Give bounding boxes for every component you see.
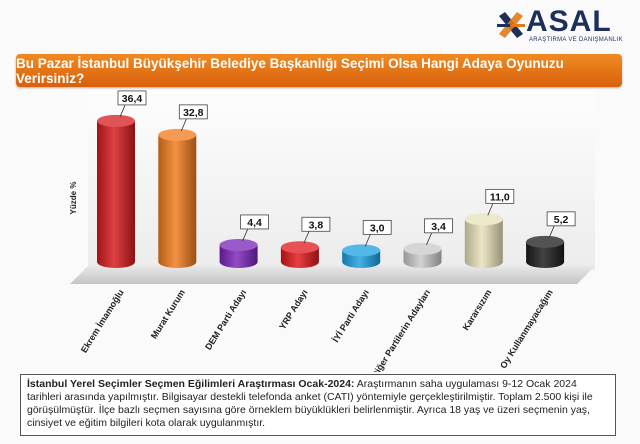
bar [280, 241, 319, 268]
bar-body [158, 134, 197, 268]
bar [403, 242, 442, 268]
bar [526, 235, 565, 268]
category-label: Oy Kullanmayacağım [498, 288, 555, 371]
data-label-box [178, 104, 208, 120]
bar-top [526, 235, 565, 248]
category-label: DEM Parti Adayı [203, 288, 248, 352]
data-label-box [301, 216, 331, 232]
data-label-box [485, 188, 515, 204]
data-label: 3,0 [362, 219, 392, 247]
bar-top [219, 238, 258, 251]
chart-floor [70, 266, 595, 284]
bar-body [464, 219, 503, 268]
data-label-text: 3,0 [370, 222, 385, 234]
data-label-text: 5,2 [554, 214, 569, 226]
category-label: Ekrem İmamoğlu [79, 288, 126, 355]
bar-top [464, 213, 503, 226]
bar-top [97, 114, 135, 127]
data-label-box [117, 90, 147, 106]
data-label: 3,4 [424, 218, 453, 245]
data-label-text: 4,4 [247, 217, 262, 229]
asal-logo-icon [497, 12, 525, 38]
bar [342, 244, 381, 268]
brand-logo: ASAL ARAŞTIRMA VE DANIŞMANLIK [496, 6, 636, 46]
bar-chart: Yüzde % 36,4 Ekrem İmamoğlu 32,8 Murat Kurum… [20, 90, 620, 372]
brand-name: ASAL [526, 5, 612, 38]
bar-top [403, 242, 442, 255]
data-label: 5,2 [546, 211, 576, 239]
category-label: Murat Kurum [149, 288, 187, 341]
bar-body [97, 120, 135, 268]
chart-title-banner: Bu Pazar İstanbul Büyükşehir Belediye Ba… [16, 54, 622, 87]
bar [464, 213, 503, 268]
data-label: 3,8 [301, 216, 331, 244]
category-label: YRP Adayı [277, 288, 309, 331]
bar-top [158, 128, 197, 141]
brand-tagline: ARAŞTIRMA VE DANIŞMANLIK [529, 37, 623, 43]
bar-top [342, 244, 381, 257]
methodology-note: İstanbul Yerel Seçimler Seçmen Eğilimler… [20, 374, 616, 436]
category-label: Diğer Partilerin Adayları [370, 288, 433, 372]
data-label-text: 3,4 [431, 221, 446, 233]
data-label-text: 3,8 [309, 219, 324, 231]
bar [158, 128, 197, 268]
data-label-text: 11,0 [490, 191, 510, 203]
data-label-box [240, 214, 270, 230]
bar-body [526, 241, 565, 268]
y-axis-label: Yüzde % [69, 182, 78, 215]
data-label: 11,0 [485, 188, 515, 216]
bar-top [280, 241, 319, 254]
data-label: 32,8 [178, 104, 208, 132]
bar-body [219, 244, 258, 268]
chart-title: Bu Pazar İstanbul Büyükşehir Belediye Ba… [16, 55, 564, 86]
data-label-text: 36,4 [122, 93, 143, 105]
chart-svg: Yüzde % 36,4 Ekrem İmamoğlu 32,8 Murat Kurum… [69, 90, 595, 372]
bar [97, 114, 135, 268]
data-label-box [424, 218, 453, 234]
note-body: Araştırmanın saha uygulaması 9-12 Ocak 2… [27, 378, 593, 429]
data-label: 4,4 [240, 214, 270, 242]
data-label: 36,4 [117, 90, 147, 118]
category-label: Kararsızım [461, 288, 494, 332]
data-label-box [546, 211, 576, 227]
note-heading: İstanbul Yerel Seçimler Seçmen Eğilimler… [27, 378, 355, 390]
category-label: İYİ Parti Adayı [331, 288, 371, 344]
bar [219, 238, 258, 268]
data-label-box [362, 219, 392, 235]
data-label-text: 32,8 [183, 107, 204, 119]
